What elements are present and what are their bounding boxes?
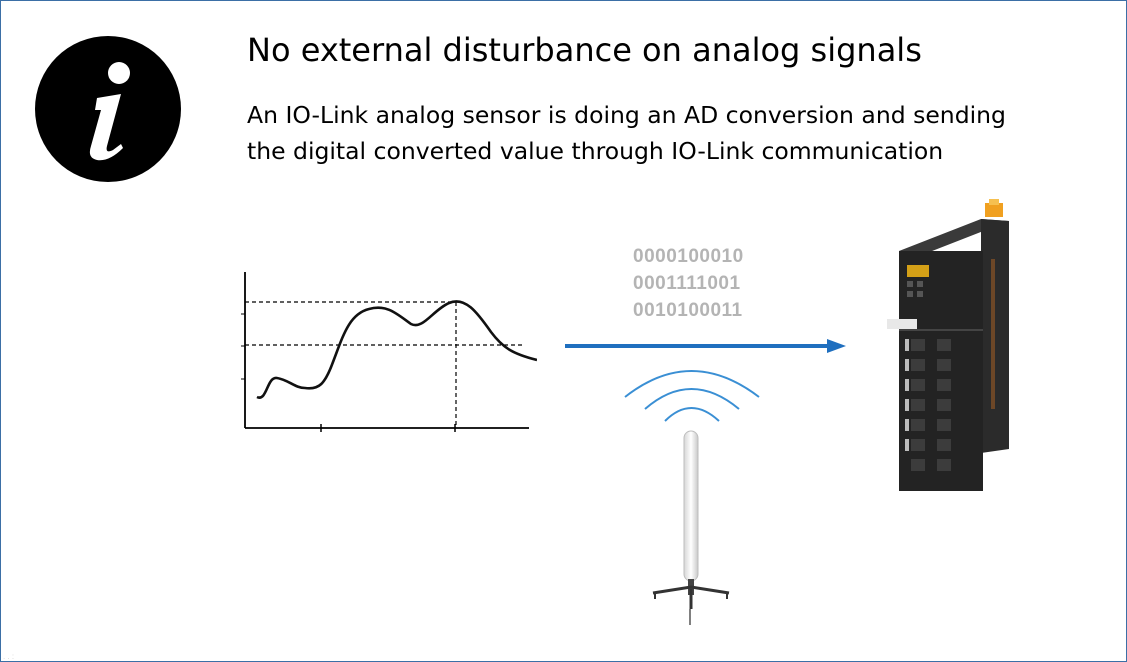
io-link-master-module-icon xyxy=(887,199,1009,491)
wireless-signal-icon xyxy=(624,370,760,422)
info-icon xyxy=(35,36,181,182)
antenna-icon xyxy=(624,370,760,625)
arrow-right-icon xyxy=(565,339,846,353)
binary-value: 0010100011 xyxy=(633,300,743,321)
binary-value: 0001111001 xyxy=(633,273,741,294)
binary-value: 0000100010 xyxy=(633,246,744,267)
analog-signal-graph-icon xyxy=(241,272,537,432)
description-line: the digital converted value through IO-L… xyxy=(247,137,944,165)
slide-title: No external disturbance on analog signal… xyxy=(247,31,922,69)
watermark: . . : xyxy=(3,652,15,661)
binary-values: 0000100010 0001111001 0010100011 xyxy=(633,243,744,324)
description-line: An IO-Link analog sensor is doing an AD … xyxy=(247,101,1006,129)
slide-description: An IO-Link analog sensor is doing an AD … xyxy=(247,97,1107,169)
